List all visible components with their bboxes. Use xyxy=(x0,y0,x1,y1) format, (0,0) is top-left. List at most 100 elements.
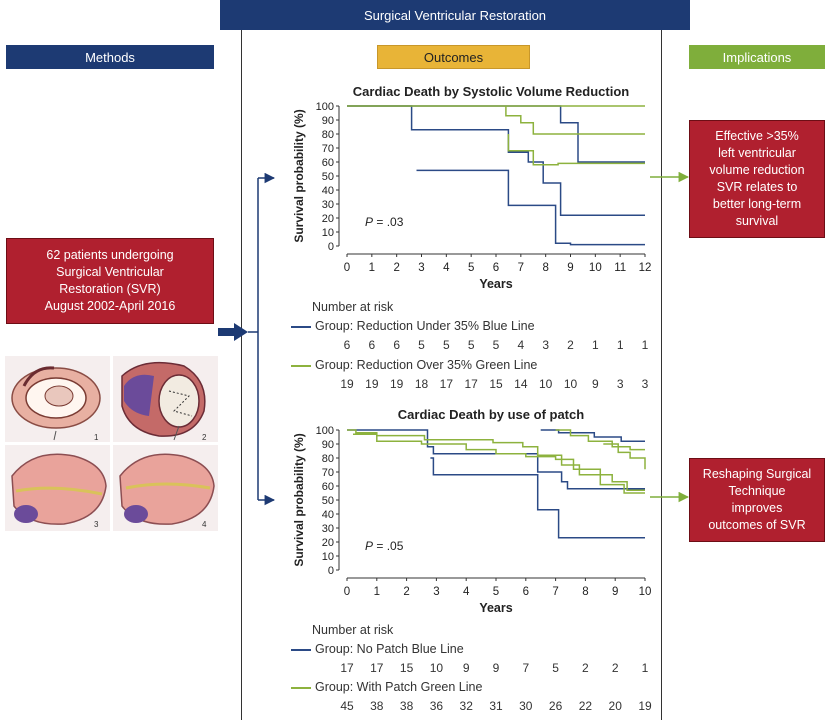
y-tick-label: 20 xyxy=(322,537,334,549)
risk-count: 3 xyxy=(642,377,649,391)
risk-count: 1 xyxy=(592,338,599,352)
x-tick-label: 6 xyxy=(523,586,529,598)
risk-count: 22 xyxy=(579,699,593,713)
chart1-risk-heading: Number at risk xyxy=(312,300,394,314)
risk-count: 2 xyxy=(612,661,619,675)
x-tick-label: 2 xyxy=(403,586,409,598)
x-tick-label: 3 xyxy=(433,586,439,598)
methods-line: 62 patients undergoing xyxy=(46,248,174,262)
y-tick-label: 40 xyxy=(322,185,334,197)
y-axis-label: Survival probability (%) xyxy=(292,109,306,242)
risk-count: 26 xyxy=(549,699,563,713)
y-axis-label: Survival probability (%) xyxy=(292,433,306,566)
risk-count: 4 xyxy=(517,338,524,352)
implication-box-2: Reshaping Surgical Technique improves ou… xyxy=(689,458,825,542)
chart2-risk-group-1: Group: No Patch Blue Line xyxy=(291,642,464,656)
implication-line: improves xyxy=(731,501,783,515)
x-tick-label: 5 xyxy=(468,262,474,274)
risk-count: 45 xyxy=(340,699,354,713)
x-tick-label: 7 xyxy=(518,262,524,274)
implication-line: SVR relates to xyxy=(716,180,798,194)
risk-count: 9 xyxy=(463,661,470,675)
outcomes-label: Outcomes xyxy=(377,45,530,69)
y-tick-label: 90 xyxy=(322,439,334,451)
risk-count: 5 xyxy=(443,338,450,352)
legend-blue-line-icon xyxy=(291,325,311,328)
risk-count: 17 xyxy=(340,661,354,675)
implication-line: left ventricular xyxy=(718,146,796,160)
x-tick-label: 4 xyxy=(443,262,450,274)
y-tick-label: 80 xyxy=(322,129,334,141)
risk-count: 36 xyxy=(430,699,444,713)
risk-count: 17 xyxy=(440,377,454,391)
risk-count: 17 xyxy=(370,661,384,675)
chart1-risk-row-2: 19 19 19 18 17 17 15 14 10 10 9 3 3 xyxy=(340,377,649,391)
x-tick-label: 7 xyxy=(552,586,558,598)
risk-count: 19 xyxy=(340,377,354,391)
y-tick-label: 40 xyxy=(322,509,334,521)
x-axis-label: Years xyxy=(479,277,512,291)
chart2-risk-row-1: 17 17 15 10 9 9 7 5 2 2 1 xyxy=(340,661,648,675)
implication-box-1: Effective >35% left ventricular volume r… xyxy=(689,120,825,238)
heart-illustrations: 1 2 3 4 xyxy=(5,356,218,531)
y-tick-label: 70 xyxy=(322,467,334,479)
chart1-risk-group-1: Group: Reduction Under 35% Blue Line xyxy=(291,319,535,333)
risk-count: 38 xyxy=(400,699,414,713)
chart2-risk-group-2: Group: With Patch Green Line xyxy=(291,680,482,694)
y-tick-label: 0 xyxy=(328,565,334,577)
chart2-plot: 0 10 20 30 40 50 60 70 80 90 100 0 1 2 3 4 5 6 7 8 9 10 Years S… xyxy=(292,425,652,615)
risk-count: 9 xyxy=(493,661,500,675)
y-tick-label: 100 xyxy=(316,425,334,437)
p-label: P xyxy=(365,215,373,229)
survival-curve-blue xyxy=(540,429,645,442)
chart1-risk-group-2: Group: Reduction Over 35% Green Line xyxy=(291,358,537,372)
x-tick-label: 10 xyxy=(639,586,652,598)
x-tick-label: 9 xyxy=(567,262,573,274)
risk-count: 6 xyxy=(393,338,400,352)
implication-line: survival xyxy=(735,214,779,228)
survival-curve-green xyxy=(507,134,645,166)
implications-label: Implications xyxy=(689,45,825,69)
illustration-label: 1 xyxy=(94,433,99,442)
chart2-risk-heading: Number at risk xyxy=(312,623,394,637)
implication-line: Reshaping Surgical xyxy=(702,467,812,481)
x-tick-label: 11 xyxy=(614,262,626,274)
risk-count: 17 xyxy=(464,377,478,391)
risk-count: 5 xyxy=(552,661,559,675)
survival-curve-blue xyxy=(430,457,645,539)
p-value: = .05 xyxy=(373,539,404,553)
methods-line: Surgical Ventricular xyxy=(56,265,164,279)
outcomes-panel xyxy=(241,30,662,720)
implication-arrows xyxy=(650,171,690,503)
risk-count: 9 xyxy=(592,377,599,391)
risk-count: 20 xyxy=(609,699,623,713)
chart1-risk-row-1: 6 6 6 5 5 5 5 4 3 2 1 1 1 xyxy=(344,338,649,352)
p-value-annotation: P = .05 xyxy=(365,539,404,553)
risk-count: 7 xyxy=(522,661,529,675)
header-banner: Surgical Ventricular Restoration xyxy=(220,0,690,30)
risk-count: 18 xyxy=(415,377,429,391)
risk-count: 30 xyxy=(519,699,533,713)
x-tick-label: 8 xyxy=(582,586,588,598)
methods-label: Methods xyxy=(6,45,214,69)
implication-line: Technique xyxy=(728,484,786,498)
p-label: P xyxy=(365,539,373,553)
y-tick-label: 30 xyxy=(322,199,334,211)
x-axis-label: Years xyxy=(479,601,512,615)
x-tick-label: 0 xyxy=(344,262,350,274)
survival-curve-blue xyxy=(416,169,645,246)
survival-curve-blue xyxy=(347,105,645,216)
branch-line xyxy=(248,178,259,500)
survival-curve-green xyxy=(555,429,645,451)
risk-count: 31 xyxy=(489,699,503,713)
risk-count: 2 xyxy=(582,661,589,675)
y-tick-label: 20 xyxy=(322,213,334,225)
survival-curve-green xyxy=(353,433,645,494)
x-tick-label: 9 xyxy=(612,586,618,598)
risk-count: 1 xyxy=(617,338,624,352)
x-tick-label: 1 xyxy=(374,586,380,598)
illustration-label: 3 xyxy=(94,520,99,529)
x-tick-label: 2 xyxy=(393,262,399,274)
chart2-title: Cardiac Death by use of patch xyxy=(397,407,585,422)
